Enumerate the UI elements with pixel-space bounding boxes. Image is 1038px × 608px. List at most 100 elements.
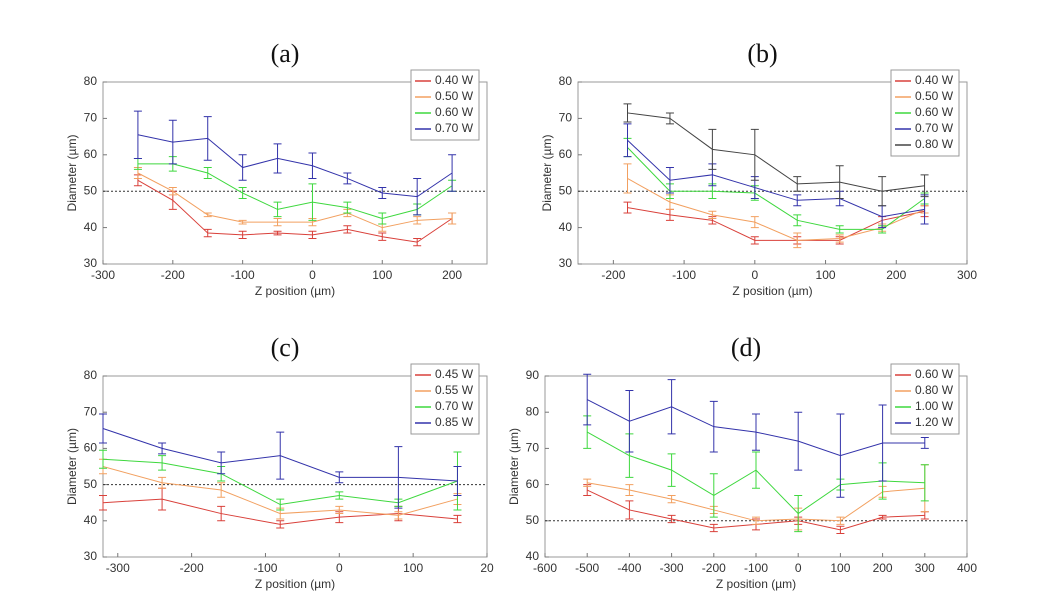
error-bar [378, 232, 387, 241]
x-tick-label: -400 [617, 561, 641, 575]
error-bar [378, 223, 387, 232]
error-bar [335, 491, 344, 500]
error-bar [343, 201, 352, 214]
error-bar [583, 373, 592, 426]
error-bar [203, 116, 212, 161]
x-tick-label: -500 [575, 561, 599, 575]
x-tick-label: 100 [830, 561, 850, 575]
legend-label: 0.55 W [435, 383, 474, 397]
error-bar [623, 103, 632, 123]
error-bar [623, 123, 632, 158]
error-bar [413, 216, 422, 225]
series-line [137, 172, 453, 229]
x-tick-label: 0 [795, 561, 802, 575]
series-line [137, 134, 453, 198]
error-bar [878, 514, 887, 520]
error-bar [665, 167, 674, 194]
error-bar [709, 523, 718, 533]
error-bar [308, 230, 317, 240]
legend-label: 0.60 W [915, 105, 954, 119]
y-tick-label: 30 [84, 256, 98, 270]
legend-label: 0.60 W [435, 105, 474, 119]
x-tick-label: -300 [660, 561, 684, 575]
x-tick-label: 400 [957, 561, 977, 575]
y-tick-label: 50 [526, 513, 540, 527]
error-bar [836, 413, 845, 498]
error-bar [158, 455, 167, 471]
error-bar [752, 413, 760, 451]
y-tick-label: 50 [84, 183, 98, 197]
y-tick-label: 70 [526, 441, 540, 455]
error-bar [453, 466, 462, 496]
x-tick-label: 200 [873, 561, 893, 575]
y-tick-label: 60 [559, 147, 573, 161]
x-tick-label: -100 [744, 561, 768, 575]
error-bar [203, 212, 212, 218]
x-tick-label: 200 [886, 268, 906, 282]
error-bar [168, 187, 177, 196]
y-tick-label: 40 [559, 220, 573, 234]
y-axis-label: Diameter (µm) [507, 428, 521, 505]
error-bar [709, 473, 718, 518]
y-tick-label: 40 [526, 549, 540, 563]
y-tick-label: 80 [526, 404, 540, 418]
error-bar [217, 505, 226, 522]
x-tick-label: 300 [915, 561, 935, 575]
y-tick-label: 40 [84, 513, 98, 527]
error-bar [413, 238, 422, 247]
error-bar [920, 437, 929, 449]
series-line [137, 163, 453, 220]
y-tick-label: 50 [559, 183, 573, 197]
error-bar [793, 214, 802, 227]
y-tick-label: 90 [526, 368, 540, 382]
error-bar [413, 177, 422, 216]
error-bar [709, 400, 718, 453]
x-tick-label: -200 [161, 268, 185, 282]
error-bar [623, 163, 632, 194]
legend-label: 0.70 W [435, 399, 474, 413]
y-tick-label: 80 [559, 74, 573, 88]
error-bar [378, 187, 387, 199]
x-tick-label: 200 [442, 268, 462, 282]
error-bar [238, 230, 247, 240]
x-tick-label: -300 [106, 561, 130, 575]
error-bar [99, 413, 107, 444]
x-tick-label: 0 [336, 561, 343, 575]
y-axis-label: Diameter (µm) [540, 135, 554, 212]
error-bar [667, 514, 676, 524]
panel-title: (d) [731, 333, 761, 362]
x-tick-label: -200 [601, 268, 625, 282]
error-bar [133, 110, 142, 159]
axes-box [577, 81, 968, 265]
error-bar [793, 176, 802, 192]
panel-title: (c) [271, 333, 300, 362]
error-bar [708, 210, 717, 219]
legend-label: 0.85 W [435, 415, 474, 429]
series-line [627, 139, 925, 218]
error-bar [276, 431, 285, 480]
x-tick-label: 100 [816, 268, 836, 282]
error-bar [335, 471, 344, 484]
error-bar [835, 165, 844, 199]
x-tick-label: 0 [751, 268, 758, 282]
error-bar [665, 112, 674, 125]
error-bar [203, 228, 212, 238]
legend-label: 0.40 W [915, 73, 954, 87]
error-bar [238, 154, 247, 181]
x-axis-label: Z position (µm) [255, 577, 335, 591]
y-tick-label: 70 [84, 111, 98, 125]
series-line [627, 147, 925, 230]
y-axis-label: Diameter (µm) [65, 135, 79, 212]
error-bar [793, 194, 802, 207]
error-bar [335, 505, 344, 515]
error-bar [667, 494, 676, 504]
error-bar [343, 172, 352, 185]
error-bar [276, 520, 285, 529]
error-bar [448, 212, 457, 225]
error-bar [794, 411, 803, 471]
x-tick-label: -300 [91, 268, 115, 282]
error-bar [750, 216, 759, 229]
error-bar [158, 442, 167, 455]
x-tick-label: -200 [702, 561, 726, 575]
error-bar [835, 234, 844, 243]
